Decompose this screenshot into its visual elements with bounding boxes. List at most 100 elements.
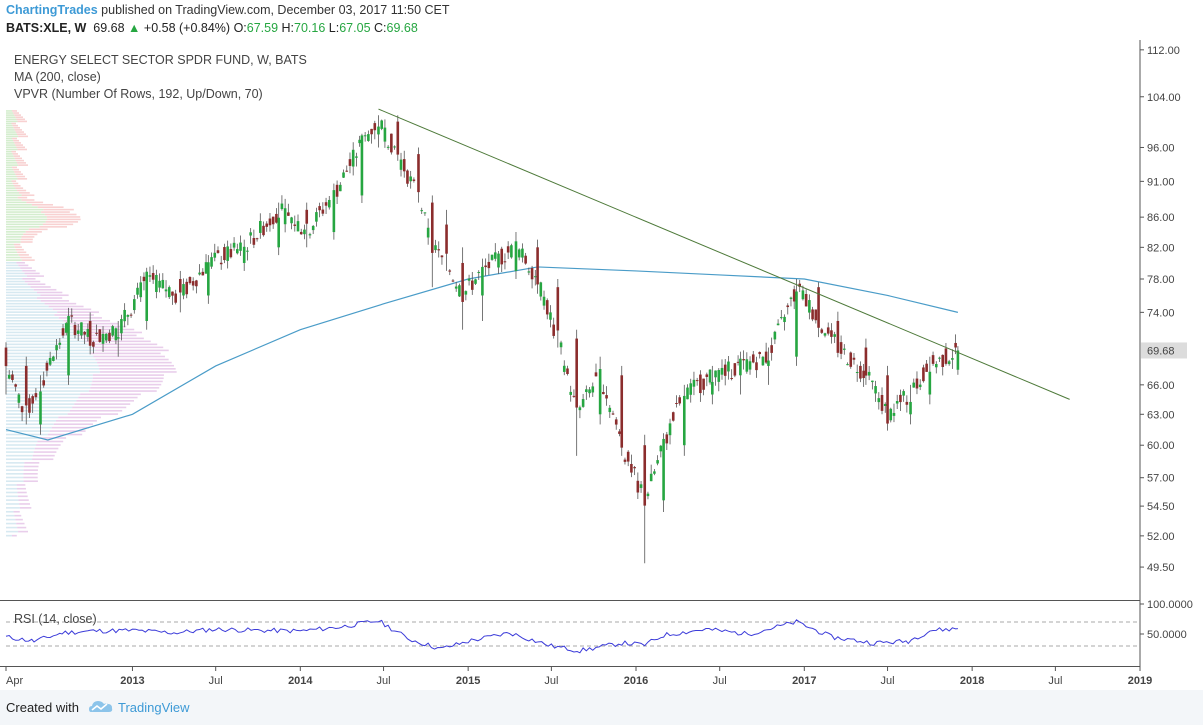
vpvr-up-bar — [6, 420, 56, 422]
candle-body — [915, 378, 919, 389]
candle-body — [358, 139, 361, 144]
quote-line: BATS:XLE, W 69.68 ▲ +0.58 (+0.84%) O:67.… — [6, 21, 418, 35]
candle-body — [912, 382, 916, 388]
candle-body — [151, 273, 155, 280]
trendline-layer[interactable] — [378, 108, 1070, 400]
vpvr-down-bar — [21, 259, 35, 261]
candle-body — [562, 365, 566, 372]
candle-body — [229, 249, 233, 258]
vpvr-down-bar — [17, 120, 27, 123]
author-name[interactable]: ChartingTrades — [6, 3, 98, 17]
vpvr-up-bar — [6, 364, 99, 367]
vpvr-down-bar — [16, 522, 25, 525]
vpvr-down-bar — [97, 361, 172, 364]
candle-body — [720, 367, 724, 375]
rsi-axis[interactable]: 100.0000 50.0000 — [1140, 599, 1193, 641]
legend-vpvr[interactable]: VPVR (Number Of Rows, 192, Up/Down, 70) — [14, 87, 263, 101]
candle-body — [846, 364, 849, 366]
candle-body — [905, 401, 909, 405]
vpvr-up-bar — [6, 510, 14, 513]
vpvr-up-bar — [6, 248, 16, 251]
price-axis[interactable]: 112.00 104.00 96.00 91.00 86.00 82.00 78.00 74.… — [1140, 45, 1181, 574]
time-tick-label: 2017 — [792, 675, 816, 687]
candle-body — [363, 135, 367, 137]
vpvr-up-bar — [6, 120, 18, 123]
vpvr-down-bar — [12, 137, 18, 140]
vpvr-up-bar — [6, 349, 96, 352]
low-label: L: — [328, 21, 340, 35]
time-tick-label: 2014 — [288, 675, 313, 687]
candle-body — [487, 261, 491, 269]
vpvr-up-bar — [6, 114, 15, 116]
legend-rsi[interactable]: RSI (14, close) — [14, 612, 97, 626]
rsi-line[interactable] — [5, 619, 958, 654]
tradingview-logo-icon[interactable] — [88, 698, 114, 721]
candle-body — [527, 271, 531, 273]
vpvr-down-bar — [15, 116, 23, 119]
publish-text: published on TradingView.com, December 0… — [97, 3, 450, 17]
vpvr-up-bar — [6, 178, 18, 180]
candle-body — [275, 213, 278, 223]
tradingview-brand[interactable]: TradingView — [118, 700, 190, 715]
candle-body — [116, 337, 120, 339]
candle-body — [630, 463, 633, 473]
vpvr-down-bar — [11, 534, 17, 537]
chart-canvas[interactable]: 112.00 104.00 96.00 91.00 86.00 82.00 78.00 74.… — [0, 0, 1203, 690]
candle-body — [464, 291, 468, 295]
symbol-label: BATS:XLE, W — [6, 21, 87, 35]
candle-body — [500, 248, 504, 265]
candle-body — [182, 284, 185, 296]
vpvr-up-bar — [6, 413, 68, 415]
time-axis[interactable]: Apr 2013 Jul 2014 Jul 2015 Jul 2016 Jul 2017 Jul 20… — [5, 666, 1152, 687]
vpvr-down-bar — [17, 148, 28, 151]
vpvr-down-bar — [13, 155, 21, 157]
candle-body — [399, 159, 403, 170]
vpvr-up-bar — [6, 503, 20, 505]
close-label: C: — [374, 21, 387, 35]
vpvr-down-bar — [57, 311, 99, 313]
candle-body — [745, 359, 749, 372]
candle-body — [114, 328, 118, 341]
trendline[interactable] — [378, 108, 1070, 400]
vpvr-down-bar — [13, 112, 19, 114]
vpvr-up-bar — [6, 275, 27, 277]
last-price-tag-label: 69.68 — [1147, 345, 1175, 357]
candle-body — [928, 371, 932, 395]
vpvr-down-bar — [90, 387, 160, 389]
vpvr-up-bar — [6, 243, 14, 246]
vpvr-down-bar — [74, 403, 131, 405]
candle-body — [497, 253, 500, 268]
time-tick-label: Apr — [6, 675, 23, 687]
vpvr-up-bar — [6, 144, 16, 146]
candle-body — [646, 493, 650, 497]
candle-body — [283, 208, 287, 225]
candle-body — [723, 364, 727, 376]
vpvr-up-bar — [6, 491, 18, 494]
candle-body — [578, 407, 582, 411]
candle-body — [545, 300, 549, 315]
vpvr-up-bar — [6, 334, 78, 337]
vpvr-down-bar — [18, 254, 29, 256]
candle-body — [219, 262, 223, 265]
candle-body — [58, 342, 62, 345]
vpvr-up-bar — [6, 278, 23, 280]
vpvr-down-bar — [12, 153, 19, 155]
vpvr-down-bar — [13, 243, 21, 246]
vpvr-up-bar — [6, 264, 19, 267]
vpvr-down-bar — [20, 238, 33, 241]
time-tick-label: Jul — [881, 675, 895, 687]
vpvr-up-bar — [6, 238, 21, 241]
vpvr-up-bar — [6, 173, 16, 176]
candle-body — [458, 285, 461, 297]
vpvr-down-bar — [14, 185, 21, 187]
candle-body — [623, 459, 627, 462]
legend-ma[interactable]: MA (200, close) — [14, 70, 101, 84]
candle-body — [585, 389, 588, 393]
candle-body — [649, 473, 653, 482]
candle-body — [239, 242, 242, 251]
vpvr-down-bar — [39, 226, 67, 228]
candle-body — [412, 179, 416, 181]
candle-body — [938, 357, 941, 359]
candle-body — [594, 372, 598, 377]
candle-body — [467, 278, 471, 281]
